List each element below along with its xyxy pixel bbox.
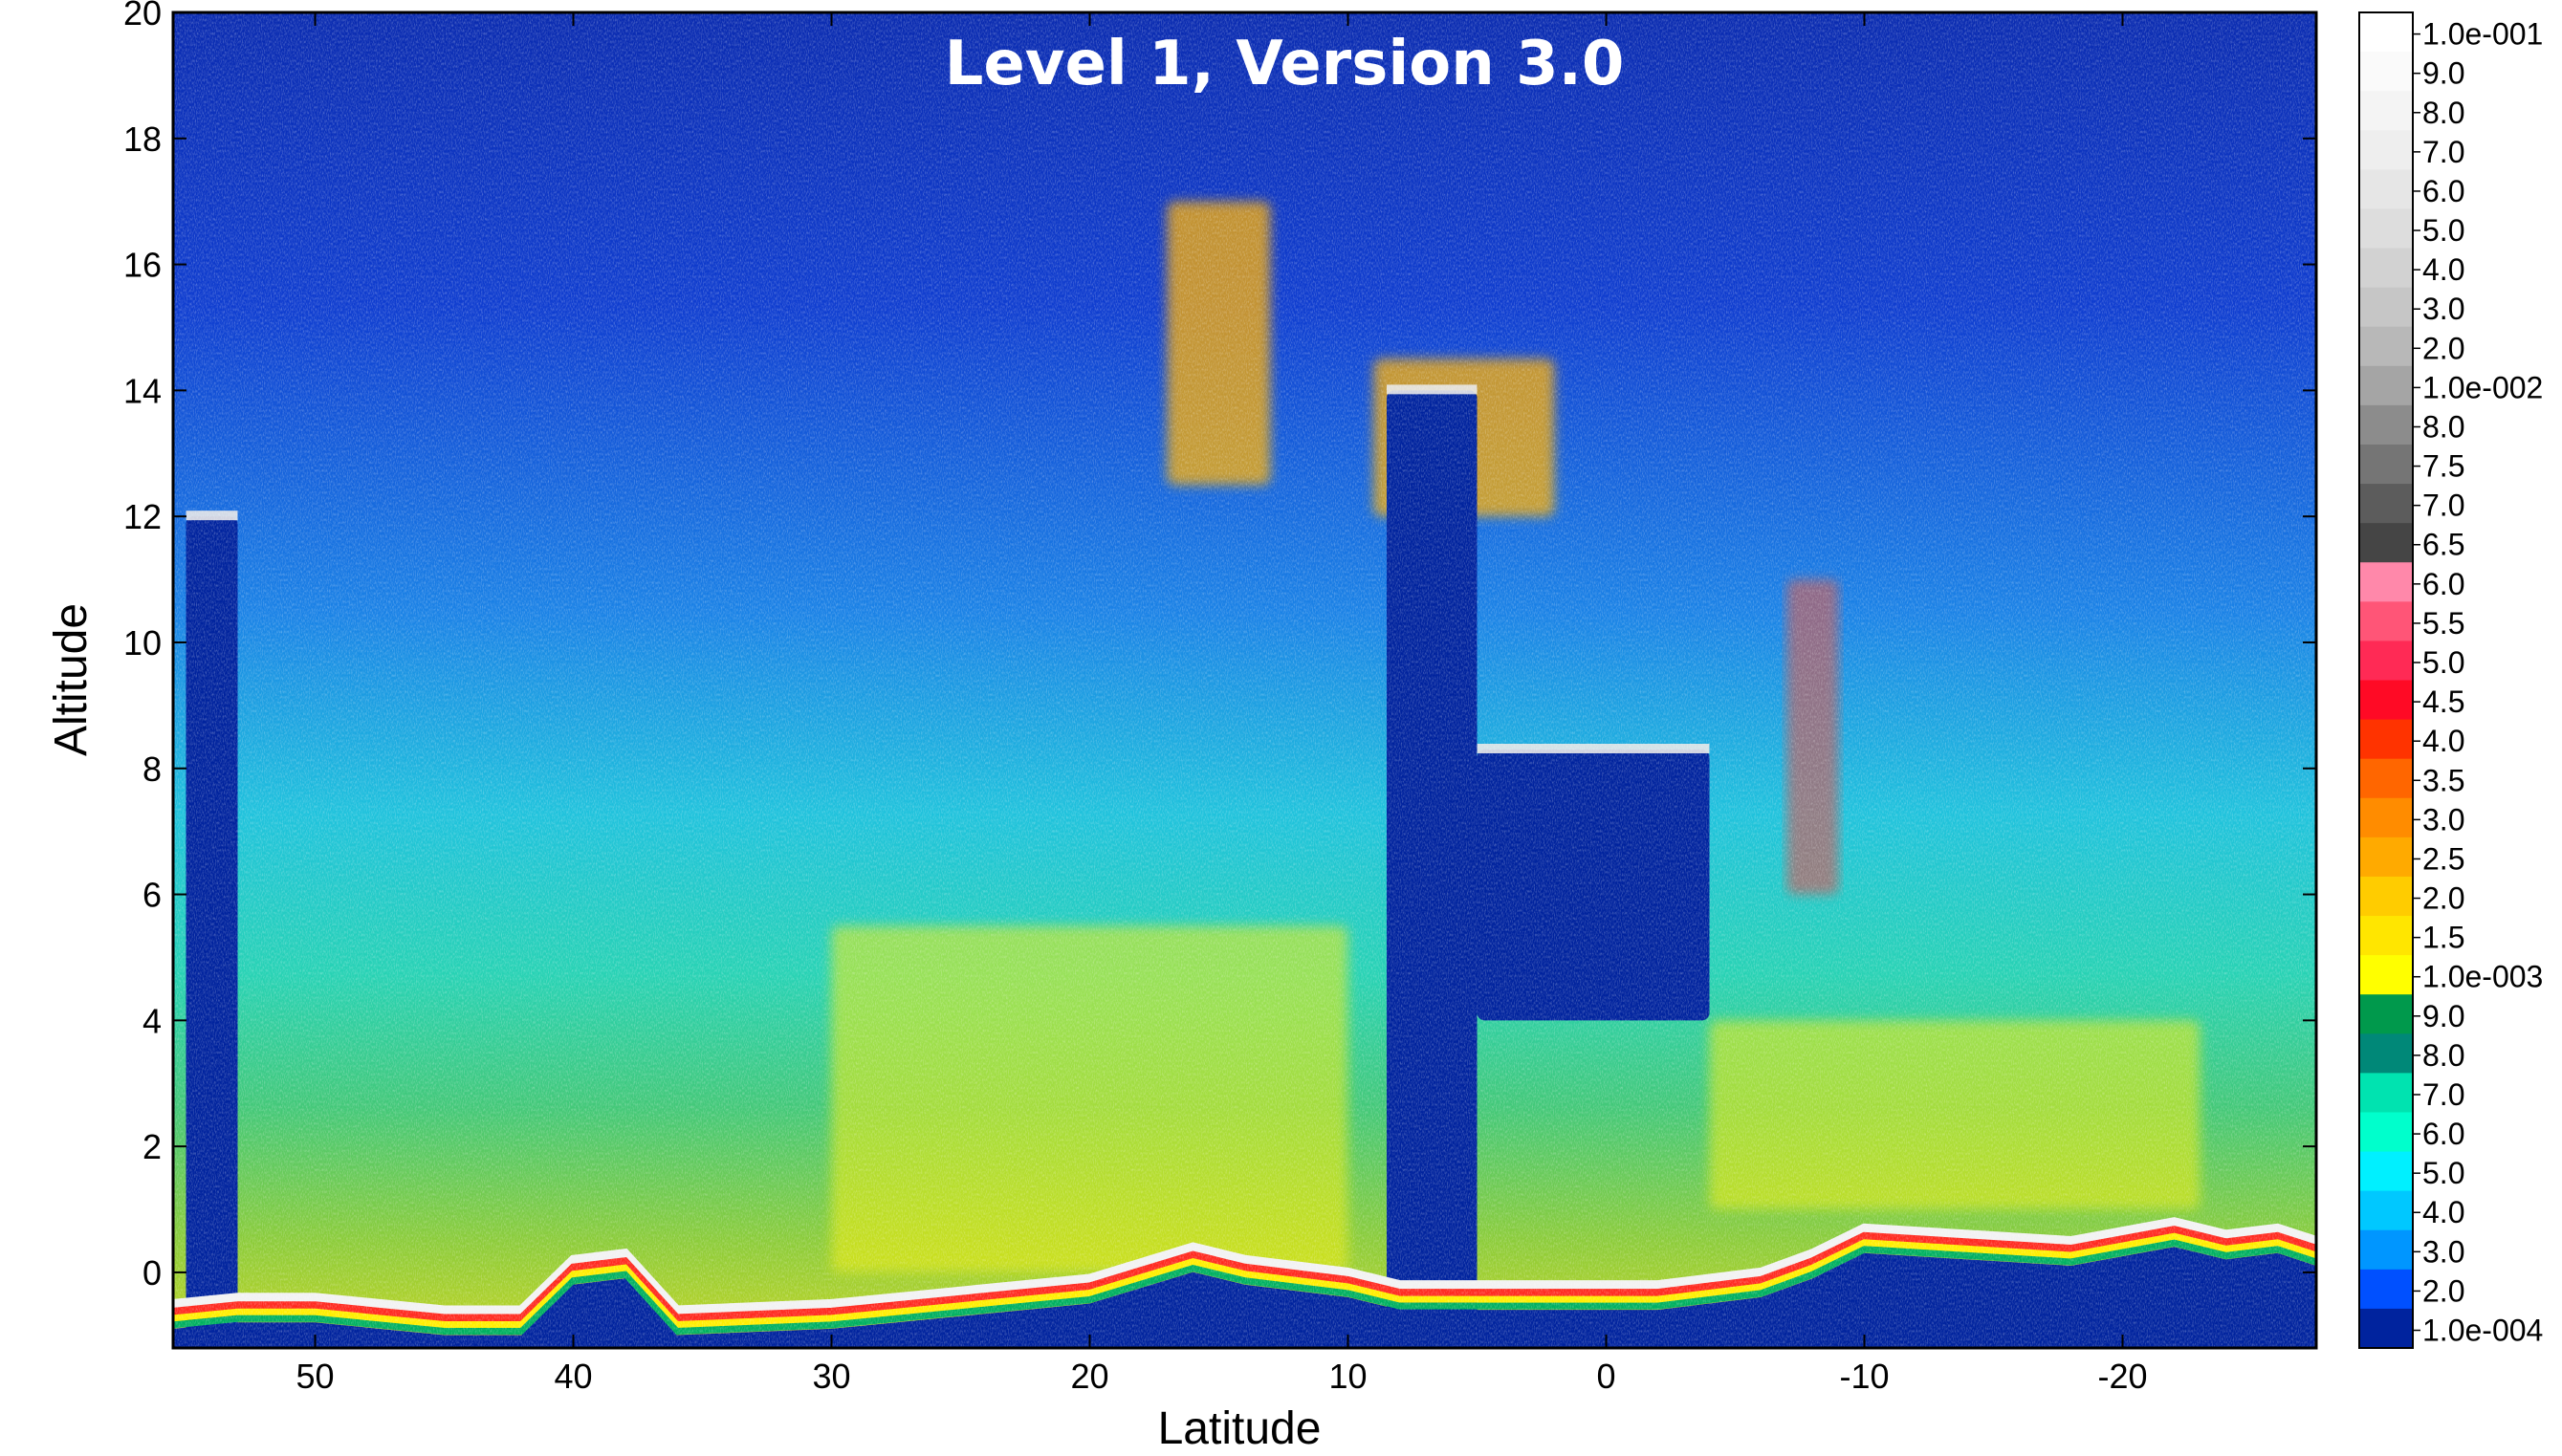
y-axis-title: Altitude: [46, 603, 97, 756]
colorbar-swatch: [2359, 484, 2413, 524]
colorbar-label: 7.0: [2422, 489, 2464, 523]
colorbar-label: 9.0: [2422, 999, 2464, 1033]
colorbar-swatch: [2359, 444, 2413, 485]
colorbar-label: 6.0: [2422, 1117, 2464, 1151]
colorbar-label: 2.5: [2422, 841, 2464, 876]
colorbar-label: 2.0: [2422, 881, 2464, 916]
colorbar-swatch: [2359, 562, 2413, 602]
colorbar-swatch: [2359, 130, 2413, 170]
colorbar-label: 6.0: [2422, 567, 2464, 601]
colorbar-swatch: [2359, 758, 2413, 799]
colorbar-label: 5.0: [2422, 1156, 2464, 1190]
colorbar-swatch: [2359, 719, 2413, 760]
colorbar-label: 3.0: [2422, 802, 2464, 837]
colorbar-swatch: [2359, 876, 2413, 917]
colorbar-label: 4.0: [2422, 724, 2464, 758]
colorbar-swatch: [2359, 208, 2413, 250]
colorbar-swatch: [2359, 680, 2413, 721]
colorbar-frame: [2358, 11, 2414, 1349]
x-tick-label: 0: [1596, 1357, 1615, 1396]
colorbar-swatch: [2359, 52, 2413, 92]
colorbar-swatch: [2359, 994, 2413, 1034]
y-tick-label: 20: [123, 0, 162, 33]
colorbar-swatch: [2359, 523, 2413, 563]
colorbar-swatch: [2359, 837, 2413, 878]
colorbar-label: 1.5: [2422, 921, 2464, 955]
colorbar-label: 5.0: [2422, 213, 2464, 248]
y-tick-label: 0: [142, 1253, 162, 1293]
y-tick-label: 10: [123, 623, 162, 663]
colorbar-label: 5.0: [2422, 645, 2464, 680]
colorbar-swatch: [2359, 404, 2413, 445]
chart-title: Level 1, Version 3.0: [945, 29, 1625, 99]
colorbar-label: 6.0: [2422, 174, 2464, 208]
x-tick-label: 20: [1070, 1357, 1108, 1396]
colorbar-swatch: [2359, 248, 2413, 289]
colorbar-swatch: [2359, 12, 2413, 53]
colorbar-label: 4.5: [2422, 685, 2464, 719]
plot-area: [173, 12, 2316, 1348]
colorbar-label: 4.0: [2422, 252, 2464, 287]
colorbar-swatch: [2359, 169, 2413, 209]
x-tick-label: 50: [296, 1357, 334, 1396]
colorbar-swatch: [2359, 1190, 2413, 1231]
colorbar-swatch: [2359, 601, 2413, 641]
colorbar-swatch: [2359, 916, 2413, 956]
colorbar-swatch: [2359, 91, 2413, 131]
colorbar-swatch: [2359, 1269, 2413, 1310]
x-tick-label: 40: [554, 1357, 592, 1396]
colorbar-label: 8.0: [2422, 96, 2464, 130]
x-tick-label: 30: [812, 1357, 850, 1396]
colorbar-label: 8.0: [2422, 1038, 2464, 1073]
colorbar-label: 9.0: [2422, 56, 2464, 91]
colorbar-swatch: [2359, 1112, 2413, 1153]
y-tick-label: 2: [142, 1127, 162, 1166]
colorbar-label: 1.0e-003: [2422, 960, 2543, 994]
colorbar-swatch: [2359, 955, 2413, 995]
colorbar-swatch: [2359, 365, 2413, 406]
x-axis: 50 40 30 20 10 0 -10 -20: [296, 12, 2148, 1396]
x-axis-title: Latitude: [1158, 1403, 1322, 1454]
colorbar: 1.0e-001 9.0 8.0 7.0 6.0 5.0 4.0 3.0 2.0 1.0e-002…: [2358, 11, 2543, 1349]
colorbar-label: 3.0: [2422, 292, 2464, 326]
y-tick-label: 8: [142, 750, 162, 789]
colorbar-label: 1.0e-001: [2422, 17, 2543, 52]
colorbar-label: 5.5: [2422, 606, 2464, 641]
y-tick-label: 16: [123, 246, 162, 285]
colorbar-label: 7.0: [2422, 135, 2464, 169]
colorbar-swatch: [2359, 797, 2413, 838]
colorbar-label: 2.0: [2422, 1273, 2464, 1308]
colorbar-swatch: [2359, 1308, 2413, 1349]
colorbar-label: 7.5: [2422, 449, 2464, 484]
x-tick-label: -20: [2097, 1357, 2147, 1396]
noise-overlay: [173, 12, 2316, 1348]
x-tick-label: 10: [1328, 1357, 1367, 1396]
y-tick-label: 4: [142, 1001, 162, 1040]
colorbar-label: 3.5: [2422, 763, 2464, 797]
colorbar-label: 1.0e-004: [2422, 1314, 2543, 1348]
colorbar-label: 8.0: [2422, 409, 2464, 444]
colorbar-swatch: [2359, 1151, 2413, 1192]
colorbar-label: 2.0: [2422, 331, 2464, 365]
y-axis: 0 2 4 6 8 10 12 14 16 18 20: [123, 0, 2316, 1293]
colorbar-label: 3.0: [2422, 1234, 2464, 1269]
y-tick-label: 14: [123, 371, 162, 410]
y-tick-label: 18: [123, 120, 162, 159]
colorbar-swatch: [2359, 1229, 2413, 1271]
colorbar-label: 4.0: [2422, 1195, 2464, 1229]
plot-frame: [171, 11, 2318, 1350]
y-tick-label: 6: [142, 876, 162, 915]
colorbar-swatch: [2359, 1033, 2413, 1074]
x-tick-label: -10: [1839, 1357, 1889, 1396]
colorbar-swatch: [2359, 1073, 2413, 1113]
y-tick-label: 12: [123, 497, 162, 536]
colorbar-swatch: [2359, 641, 2413, 681]
colorbar-swatch: [2359, 326, 2413, 367]
colorbar-swatch: [2359, 287, 2413, 328]
colorbar-label: 6.5: [2422, 528, 2464, 562]
colorbar-label: 1.0e-002: [2422, 370, 2543, 404]
colorbar-label: 7.0: [2422, 1077, 2464, 1112]
